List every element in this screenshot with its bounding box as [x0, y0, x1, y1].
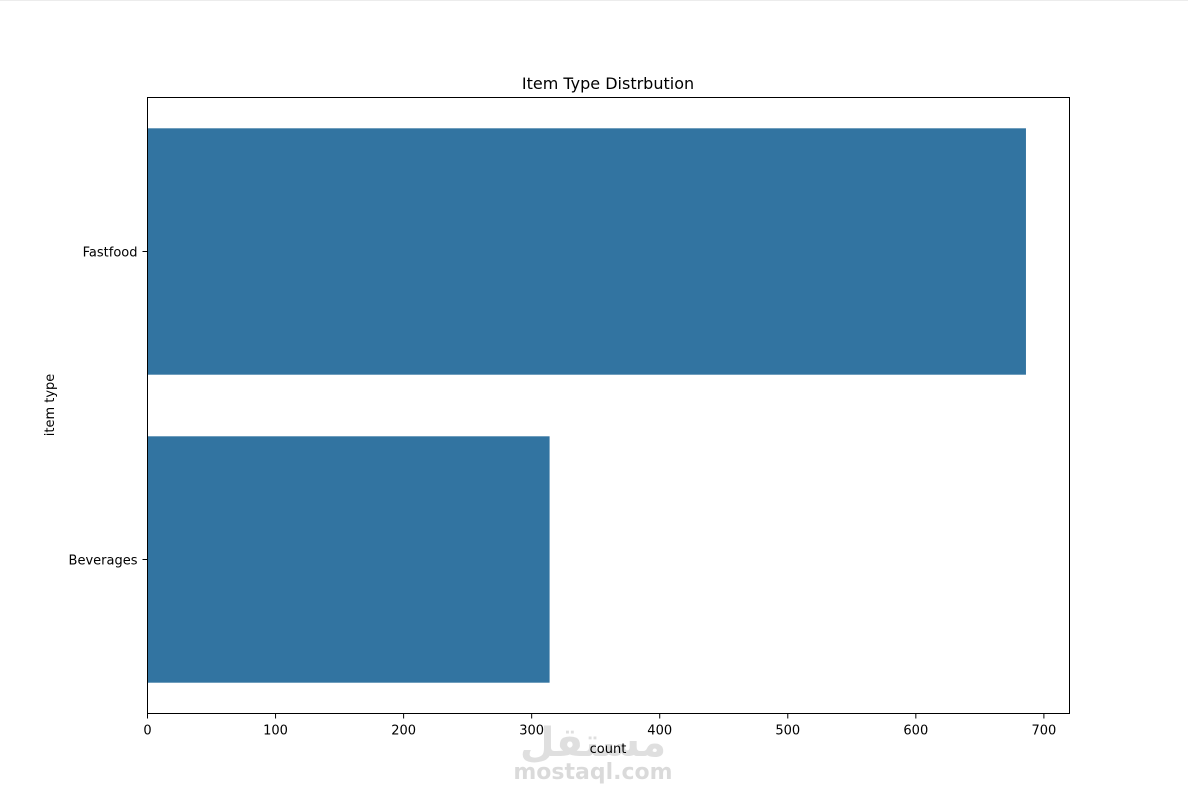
x-tick-label: 300 — [519, 724, 544, 739]
y-tick-label: Beverages — [69, 554, 138, 569]
y-axis-label: item type — [43, 374, 58, 437]
watermark-latin: mostaql.com — [513, 760, 672, 785]
x-tick-label: 600 — [903, 724, 928, 739]
plot-frame — [147, 97, 1070, 714]
x-tick-label: 0 — [143, 724, 151, 739]
x-tick-label: 200 — [391, 724, 416, 739]
x-tick-label: 100 — [263, 724, 288, 739]
watermark-arabic: مستقل — [520, 720, 666, 766]
chart-title: Item Type Distrbution — [522, 74, 694, 93]
bar-fastfood — [147, 128, 1026, 375]
top-divider — [0, 0, 1188, 1]
x-axis-label: count — [590, 742, 627, 757]
x-tick-label: 500 — [775, 724, 800, 739]
y-tick-label: Fastfood — [83, 246, 138, 261]
x-tick-label: 400 — [647, 724, 672, 739]
x-tick-label: 700 — [1031, 724, 1056, 739]
bar-beverages — [147, 436, 550, 683]
